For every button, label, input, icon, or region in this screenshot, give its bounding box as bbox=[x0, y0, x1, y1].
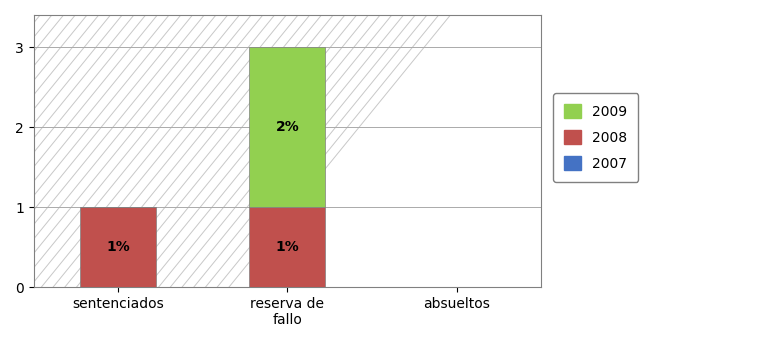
Legend: 2009, 2008, 2007: 2009, 2008, 2007 bbox=[553, 93, 639, 182]
Bar bbox=[249, 47, 326, 207]
Bar bbox=[249, 207, 326, 287]
Text: 1%: 1% bbox=[276, 240, 299, 254]
Text: 2%: 2% bbox=[276, 120, 299, 134]
Bar bbox=[80, 207, 157, 287]
Text: 1%: 1% bbox=[106, 240, 130, 254]
